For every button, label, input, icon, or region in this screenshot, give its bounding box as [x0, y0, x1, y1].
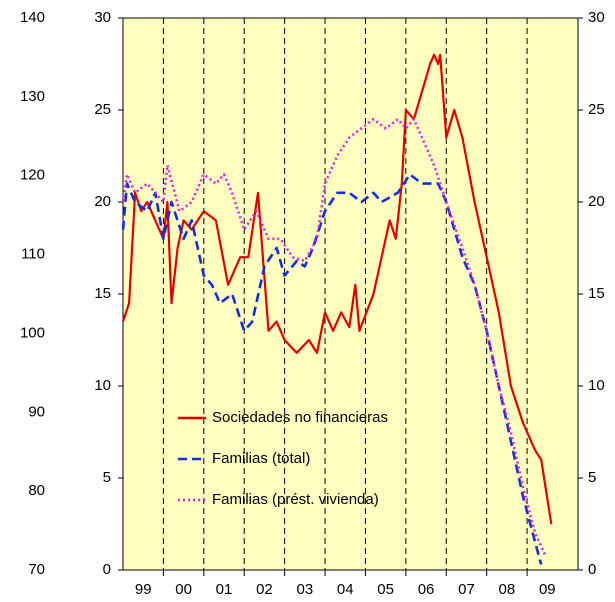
- series-line: [121, 173, 543, 565]
- x-tick-label: 01: [216, 581, 233, 598]
- series-line: [121, 53, 553, 525]
- x-tick-label: 00: [175, 581, 192, 598]
- x-tick-label: 07: [458, 581, 475, 598]
- y2-tick-label: 0: [588, 561, 596, 578]
- y3-tick-label: 70: [28, 561, 45, 578]
- y3-tick-label: 80: [28, 482, 45, 499]
- y-tick-label: 20: [94, 193, 111, 210]
- y2-tick-label: 15: [588, 285, 605, 302]
- legend-label: Sociedades no financieras: [212, 409, 388, 426]
- series-line: [121, 117, 547, 556]
- y3-tick-label: 90: [28, 403, 45, 420]
- x-tick-label: 03: [296, 581, 313, 598]
- y3-tick-label: 110: [21, 246, 45, 263]
- y2-tick-label: 10: [588, 377, 605, 394]
- x-tick-label: 08: [499, 581, 516, 598]
- y2-tick-label: 30: [588, 9, 605, 26]
- x-tick-label: 04: [337, 581, 354, 598]
- y3-tick-label: 130: [20, 88, 45, 105]
- x-tick-label: 09: [539, 581, 556, 598]
- y-tick-label: 5: [103, 469, 111, 486]
- y-tick-label: 30: [94, 9, 111, 26]
- y-tick-label: 15: [94, 285, 111, 302]
- y3-tick-label: 120: [20, 167, 45, 184]
- legend-label: Familias (prést. vivienda): [212, 491, 379, 508]
- x-tick-label: 02: [256, 581, 273, 598]
- plot-background: [122, 17, 579, 571]
- y2-tick-label: 25: [588, 101, 605, 118]
- x-tick-label: 99: [135, 581, 152, 598]
- y-tick-label: 0: [103, 561, 111, 578]
- legend-label: Familias (total): [212, 450, 310, 467]
- y3-tick-label: 140: [20, 9, 45, 26]
- y3-tick-label: 100: [20, 324, 45, 341]
- y-tick-label: 10: [94, 377, 111, 394]
- y2-tick-label: 20: [588, 193, 605, 210]
- x-tick-label: 06: [418, 581, 435, 598]
- y-tick-label: 25: [94, 101, 111, 118]
- x-tick-label: 05: [377, 581, 394, 598]
- y2-tick-label: 5: [588, 469, 596, 486]
